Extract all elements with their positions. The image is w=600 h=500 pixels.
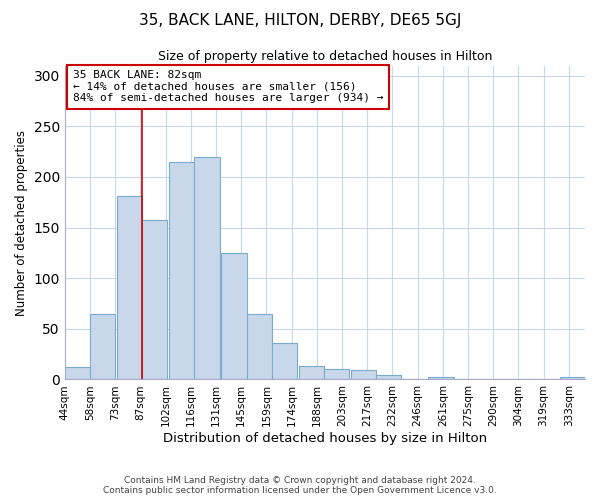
Bar xyxy=(428,378,454,380)
Bar xyxy=(376,376,401,380)
Bar xyxy=(194,156,220,380)
Bar xyxy=(65,368,90,380)
Bar xyxy=(299,366,324,380)
Bar xyxy=(351,370,376,380)
Bar xyxy=(221,253,247,380)
Bar xyxy=(169,162,194,380)
Text: 35 BACK LANE: 82sqm
← 14% of detached houses are smaller (156)
84% of semi-detac: 35 BACK LANE: 82sqm ← 14% of detached ho… xyxy=(73,70,383,104)
Text: 35, BACK LANE, HILTON, DERBY, DE65 5GJ: 35, BACK LANE, HILTON, DERBY, DE65 5GJ xyxy=(139,12,461,28)
X-axis label: Distribution of detached houses by size in Hilton: Distribution of detached houses by size … xyxy=(163,432,487,445)
Bar xyxy=(117,196,142,380)
Bar xyxy=(560,378,585,380)
Title: Size of property relative to detached houses in Hilton: Size of property relative to detached ho… xyxy=(158,50,492,63)
Bar xyxy=(142,220,167,380)
Bar xyxy=(324,370,349,380)
Bar xyxy=(272,343,297,380)
Text: Contains HM Land Registry data © Crown copyright and database right 2024.
Contai: Contains HM Land Registry data © Crown c… xyxy=(103,476,497,495)
Y-axis label: Number of detached properties: Number of detached properties xyxy=(15,130,28,316)
Bar xyxy=(90,314,115,380)
Bar xyxy=(247,314,272,380)
